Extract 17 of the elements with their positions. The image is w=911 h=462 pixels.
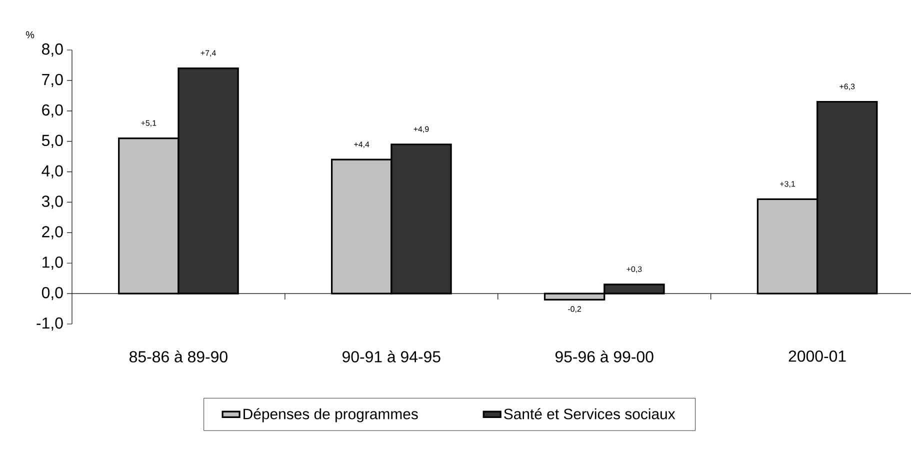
x-tick-label: 95-96 à 99-00	[555, 350, 654, 362]
legend-label: Dépenses de programmes	[244, 408, 418, 422]
y-tick-label: 8,0	[42, 43, 63, 57]
y-tick-label: 4,0	[42, 165, 63, 178]
y-tick-label: 7,0	[42, 74, 63, 88]
legend-label: Santé et Services sociaux	[504, 408, 676, 420]
y-tick-label: -1,0	[36, 317, 63, 331]
x-tick-label: 90-91 à 94-95	[342, 350, 440, 362]
y-axis-title: %	[26, 31, 34, 38]
y-tick-label: 3,0	[42, 196, 63, 209]
x-tick-label: 2000-01	[788, 350, 846, 362]
y-tick-label: 5,0	[42, 134, 63, 148]
y-tick-label: 2,0	[42, 226, 63, 240]
x-tick-label: 85-86 à 89-90	[130, 350, 228, 362]
y-tick-label: 1,0	[42, 256, 63, 270]
y-tick-label: 0,0	[42, 286, 63, 300]
y-tick-label: 6,0	[42, 104, 63, 118]
